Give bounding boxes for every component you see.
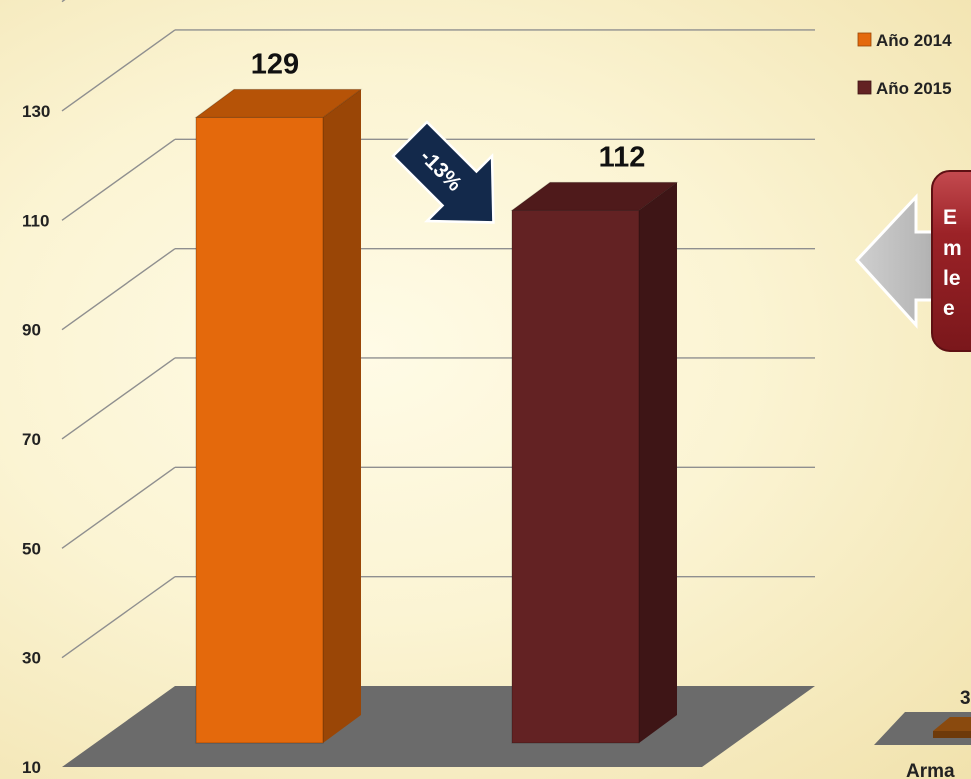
gridline-side-130: [61, 29, 176, 112]
gridline-side-50: [61, 466, 176, 549]
y-tick-label: 30: [22, 649, 41, 668]
y-axis-ticks: 10 30 50 70 90 110 130: [22, 102, 50, 777]
bar-año-2015: 112: [510, 141, 679, 744]
data-label: 129: [251, 48, 299, 80]
data-label: 112: [599, 141, 646, 173]
secondary-category-label: Arma: [906, 761, 955, 779]
bar-top: [510, 181, 679, 211]
callout-line-2: m: [943, 237, 962, 260]
legend-swatch-2014: [857, 32, 872, 47]
bar-side: [639, 182, 677, 744]
y-tick-label: 110: [22, 211, 49, 230]
y-tick-label: 90: [22, 321, 41, 340]
bar-front: [195, 116, 324, 744]
legend-swatch-2015: [857, 80, 872, 95]
callout-line-1: E: [943, 206, 957, 229]
bars: 129 112: [194, 48, 679, 744]
bar-año-2014: 129: [194, 48, 363, 744]
y-tick-label: 130: [22, 102, 50, 121]
callout-line-4: e: [943, 297, 955, 320]
callout-box: E m le e: [931, 170, 971, 352]
bar-top: [194, 88, 363, 118]
y-tick-label: 70: [22, 430, 41, 449]
y-tick-label: 50: [22, 539, 41, 558]
chart-floor: [62, 686, 815, 767]
legend-item-2014: Año 2014: [857, 31, 952, 50]
secondary-value-label: 3: [960, 688, 971, 709]
legend-label-2014: Año 2014: [876, 31, 952, 50]
secondary-bar-top: [933, 717, 971, 731]
down-arrow-icon: [391, 120, 495, 224]
legend: Año 2014 Año 2015: [857, 31, 952, 98]
gridline-side-150: [61, 0, 66, 3]
callout-line-3: le: [943, 267, 961, 290]
y-tick-label: 10: [22, 758, 41, 777]
gridline-side-30: [61, 576, 176, 659]
secondary-bar-front: [933, 731, 971, 738]
gridline-side-70: [61, 357, 176, 440]
secondary-chart-fragment: 3 Arma: [874, 688, 971, 779]
legend-item-2015: Año 2015: [857, 79, 952, 98]
bar-front: [511, 209, 640, 744]
change-arrow: -13%: [391, 120, 495, 224]
gridlines: [61, 0, 815, 659]
gridline-side-90: [61, 248, 176, 331]
gridline-side-110: [61, 138, 176, 221]
legend-label-2015: Año 2015: [876, 79, 952, 98]
bar-side: [323, 89, 361, 743]
